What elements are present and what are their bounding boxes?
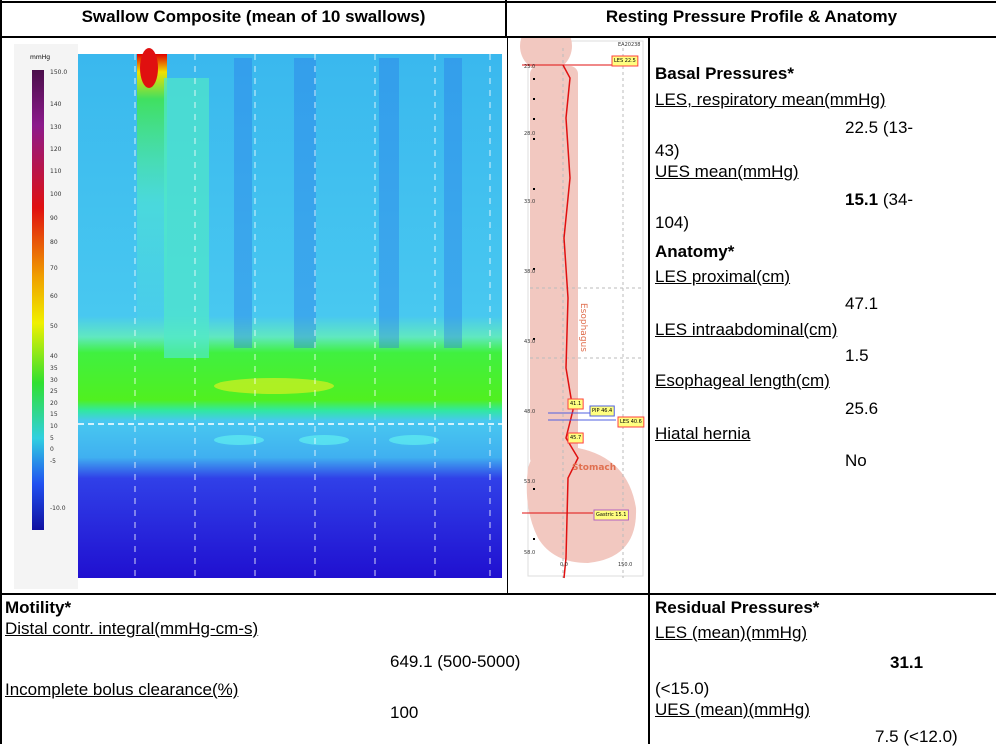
- colorbar-label: 60: [50, 293, 58, 300]
- border: [0, 36, 996, 38]
- marker-label: 41.1: [570, 401, 581, 407]
- value: 22.5: [845, 118, 879, 137]
- section-heading: Basal Pressures*: [655, 64, 794, 83]
- colorbar-label: 30: [50, 377, 58, 384]
- colorbar-label: 90: [50, 215, 58, 222]
- border: [0, 593, 996, 595]
- colorbar-label: 40: [50, 353, 58, 360]
- depth-label: 53.0: [524, 479, 535, 485]
- plot-id: EA20238: [618, 42, 641, 48]
- colorbar-label: 0: [50, 446, 54, 453]
- marker-label: PIP 46.4: [592, 408, 612, 414]
- field-label: LES (mean)(mmHg): [655, 623, 808, 642]
- colorbar-label: -5: [50, 458, 56, 465]
- value: 15.1: [845, 190, 879, 209]
- panel-title: Swallow Composite (mean of 10 swallows): [81, 7, 426, 26]
- colorbar-label: 140: [50, 101, 62, 108]
- depth-label: 43.0: [524, 339, 535, 345]
- value: 7.5: [875, 727, 899, 746]
- field-value: 1.5: [845, 346, 869, 365]
- depth-label: 58.0: [524, 550, 535, 556]
- marker-label: LES 40.6: [620, 419, 642, 425]
- region-label: Stomach: [572, 463, 616, 473]
- colorbar-label: 15: [50, 411, 58, 418]
- field-value: 7.5 (<12.0): [875, 727, 958, 747]
- border: [507, 36, 508, 594]
- colorbar-label: 5: [50, 435, 54, 442]
- anatomy-plot: 23.0 28.0 33.0 38.0 43.0 48.0 53.0 58.0 EA20238 E…: [520, 38, 645, 579]
- marker-box: [617, 416, 645, 428]
- field-label: Esophageal length(cm): [655, 371, 830, 390]
- value: 31.1: [890, 653, 924, 672]
- marker-box: [611, 55, 639, 67]
- depth-label: 28.0: [524, 131, 535, 137]
- marker-label: Gastric 15.1: [596, 512, 626, 518]
- field-label: Hiatal hernia: [655, 424, 751, 443]
- marker-label: 45.7: [570, 435, 581, 441]
- field-value: 649.1 (500-5000): [390, 652, 521, 671]
- section-heading: Residual Pressures*: [655, 598, 820, 617]
- depth-label: 33.0: [524, 199, 535, 205]
- colorbar-label: 130: [50, 124, 62, 131]
- field-value: No: [845, 451, 867, 470]
- field-label: LES, respiratory mean(mmHg): [655, 90, 886, 109]
- section-heading: Motility*: [5, 598, 72, 617]
- marker-label: LES 22.5: [614, 58, 636, 64]
- field-value: 15.1 (34-104): [655, 188, 935, 234]
- colorbar-unit: mmHg: [30, 54, 50, 61]
- colorbar-label: 150.0: [50, 69, 67, 76]
- border: [0, 1, 996, 3]
- depth-label: 23.0: [524, 64, 535, 70]
- colorbar-label: 120: [50, 146, 62, 153]
- range: (<15.0): [655, 679, 710, 698]
- panel-title: Resting Pressure Profile & Anatomy: [605, 7, 898, 26]
- marker-box: [567, 432, 584, 444]
- border: [505, 0, 507, 38]
- field-label: UES (mean)(mmHg): [655, 700, 810, 719]
- colorbar-label: 80: [50, 239, 58, 246]
- field-label: UES mean(mmHg): [655, 162, 799, 181]
- range: (<12.0): [903, 727, 958, 746]
- border: [0, 0, 2, 744]
- colorbar-label: 50: [50, 323, 58, 330]
- colorbar-label: 25: [50, 388, 58, 395]
- colorbar-label: -10.0: [50, 505, 66, 512]
- field-value: 31.1 (<15.0): [655, 650, 955, 702]
- pressure-topography: mmHg 150.0140130120110100908070605040353…: [14, 44, 502, 589]
- field-label: Distal contr. integral(mmHg-cm-s): [5, 619, 259, 638]
- colorbar-label: 35: [50, 365, 58, 372]
- region-label: Esophagus: [578, 303, 588, 352]
- field-value: 100: [390, 703, 419, 722]
- depth-label: 38.0: [524, 269, 535, 275]
- range: (13-43): [655, 118, 914, 160]
- field-label: LES proximal(cm): [655, 267, 791, 286]
- field-value: 47.1: [845, 294, 879, 313]
- depth-label: 48.0: [524, 409, 535, 415]
- colorbar-label: 110: [50, 168, 62, 175]
- colorbar-label: 70: [50, 265, 58, 272]
- colorbar-label: 100: [50, 191, 62, 198]
- marker-box: [593, 509, 629, 521]
- colorbar-label: 10: [50, 423, 58, 430]
- field-value: 25.6: [845, 399, 879, 418]
- range: (34-104): [655, 190, 914, 232]
- marker-box: [589, 405, 615, 417]
- colorbar-label: 20: [50, 400, 58, 407]
- x-axis-label: 0.0: [560, 562, 568, 568]
- border: [648, 36, 650, 744]
- field-label: Incomplete bolus clearance(%): [5, 680, 239, 699]
- marker-box: [567, 398, 584, 410]
- section-heading: Anatomy*: [655, 242, 735, 261]
- x-axis-label: 150.0: [618, 562, 632, 568]
- field-label: LES intraabdominal(cm): [655, 320, 838, 339]
- field-value: 22.5 (13-43): [655, 116, 935, 162]
